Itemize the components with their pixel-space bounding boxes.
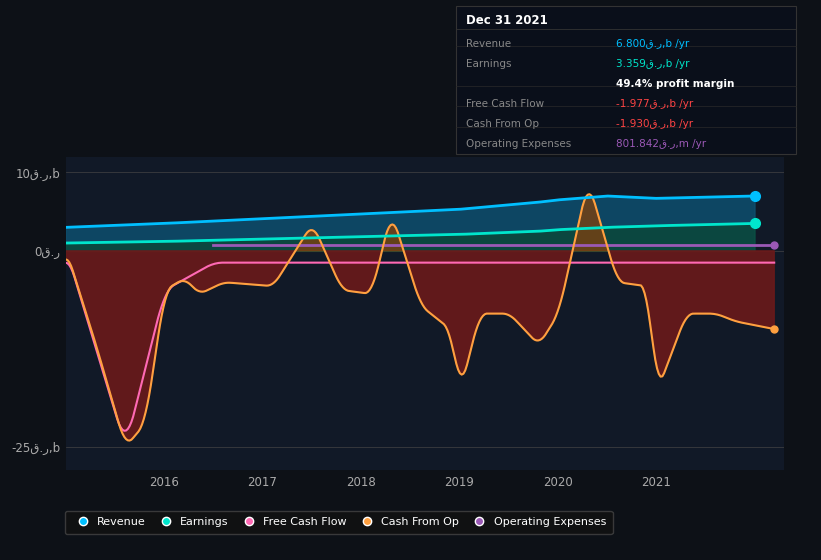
Text: 801.842ق.ر,m /yr: 801.842ق.ر,m /yr — [616, 139, 706, 150]
Text: Earnings: Earnings — [466, 59, 511, 69]
Legend: Revenue, Earnings, Free Cash Flow, Cash From Op, Operating Expenses: Revenue, Earnings, Free Cash Flow, Cash … — [65, 511, 612, 534]
Text: -1.977ق.ر,b /yr: -1.977ق.ر,b /yr — [616, 99, 693, 109]
Text: Cash From Op: Cash From Op — [466, 119, 539, 129]
Text: 49.4% profit margin: 49.4% profit margin — [616, 79, 734, 89]
Text: Dec 31 2021: Dec 31 2021 — [466, 13, 548, 26]
Text: 6.800ق.ر,b /yr: 6.800ق.ر,b /yr — [616, 39, 689, 49]
Text: Free Cash Flow: Free Cash Flow — [466, 99, 544, 109]
Text: Operating Expenses: Operating Expenses — [466, 139, 571, 150]
Text: 3.359ق.ر,b /yr: 3.359ق.ر,b /yr — [616, 59, 690, 69]
Text: -1.930ق.ر,b /yr: -1.930ق.ر,b /yr — [616, 119, 693, 129]
Text: Revenue: Revenue — [466, 39, 511, 49]
